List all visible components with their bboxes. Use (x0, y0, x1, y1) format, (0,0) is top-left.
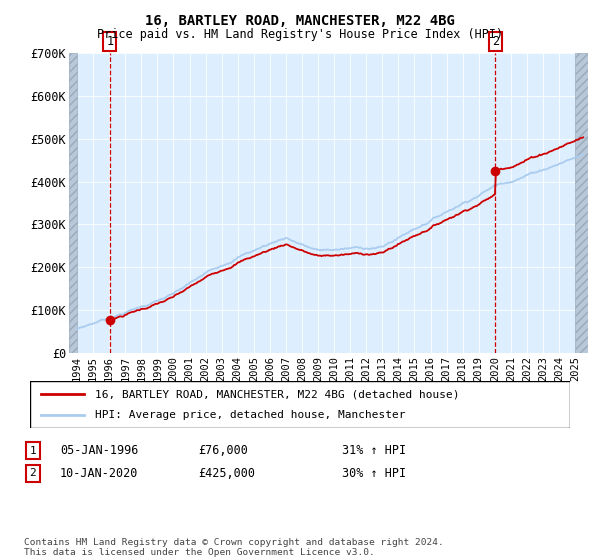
Text: £76,000: £76,000 (198, 444, 248, 458)
Text: 2: 2 (492, 35, 499, 48)
Text: 1: 1 (29, 446, 37, 456)
Text: 10-JAN-2020: 10-JAN-2020 (60, 466, 139, 480)
Text: 31% ↑ HPI: 31% ↑ HPI (342, 444, 406, 458)
Text: £425,000: £425,000 (198, 466, 255, 480)
Bar (575, 53, 588, 353)
Text: Price paid vs. HM Land Registry's House Price Index (HPI): Price paid vs. HM Land Registry's House … (97, 28, 503, 41)
FancyBboxPatch shape (30, 381, 570, 428)
Text: 2: 2 (29, 468, 37, 478)
Bar (69, 53, 77, 353)
Text: 16, BARTLEY ROAD, MANCHESTER, M22 4BG (detached house): 16, BARTLEY ROAD, MANCHESTER, M22 4BG (d… (95, 389, 460, 399)
Text: Contains HM Land Registry data © Crown copyright and database right 2024.
This d: Contains HM Land Registry data © Crown c… (24, 538, 444, 557)
Text: 16, BARTLEY ROAD, MANCHESTER, M22 4BG: 16, BARTLEY ROAD, MANCHESTER, M22 4BG (145, 14, 455, 28)
Text: 30% ↑ HPI: 30% ↑ HPI (342, 466, 406, 480)
Text: HPI: Average price, detached house, Manchester: HPI: Average price, detached house, Manc… (95, 410, 406, 420)
Text: 05-JAN-1996: 05-JAN-1996 (60, 444, 139, 458)
Text: 1: 1 (106, 35, 113, 48)
